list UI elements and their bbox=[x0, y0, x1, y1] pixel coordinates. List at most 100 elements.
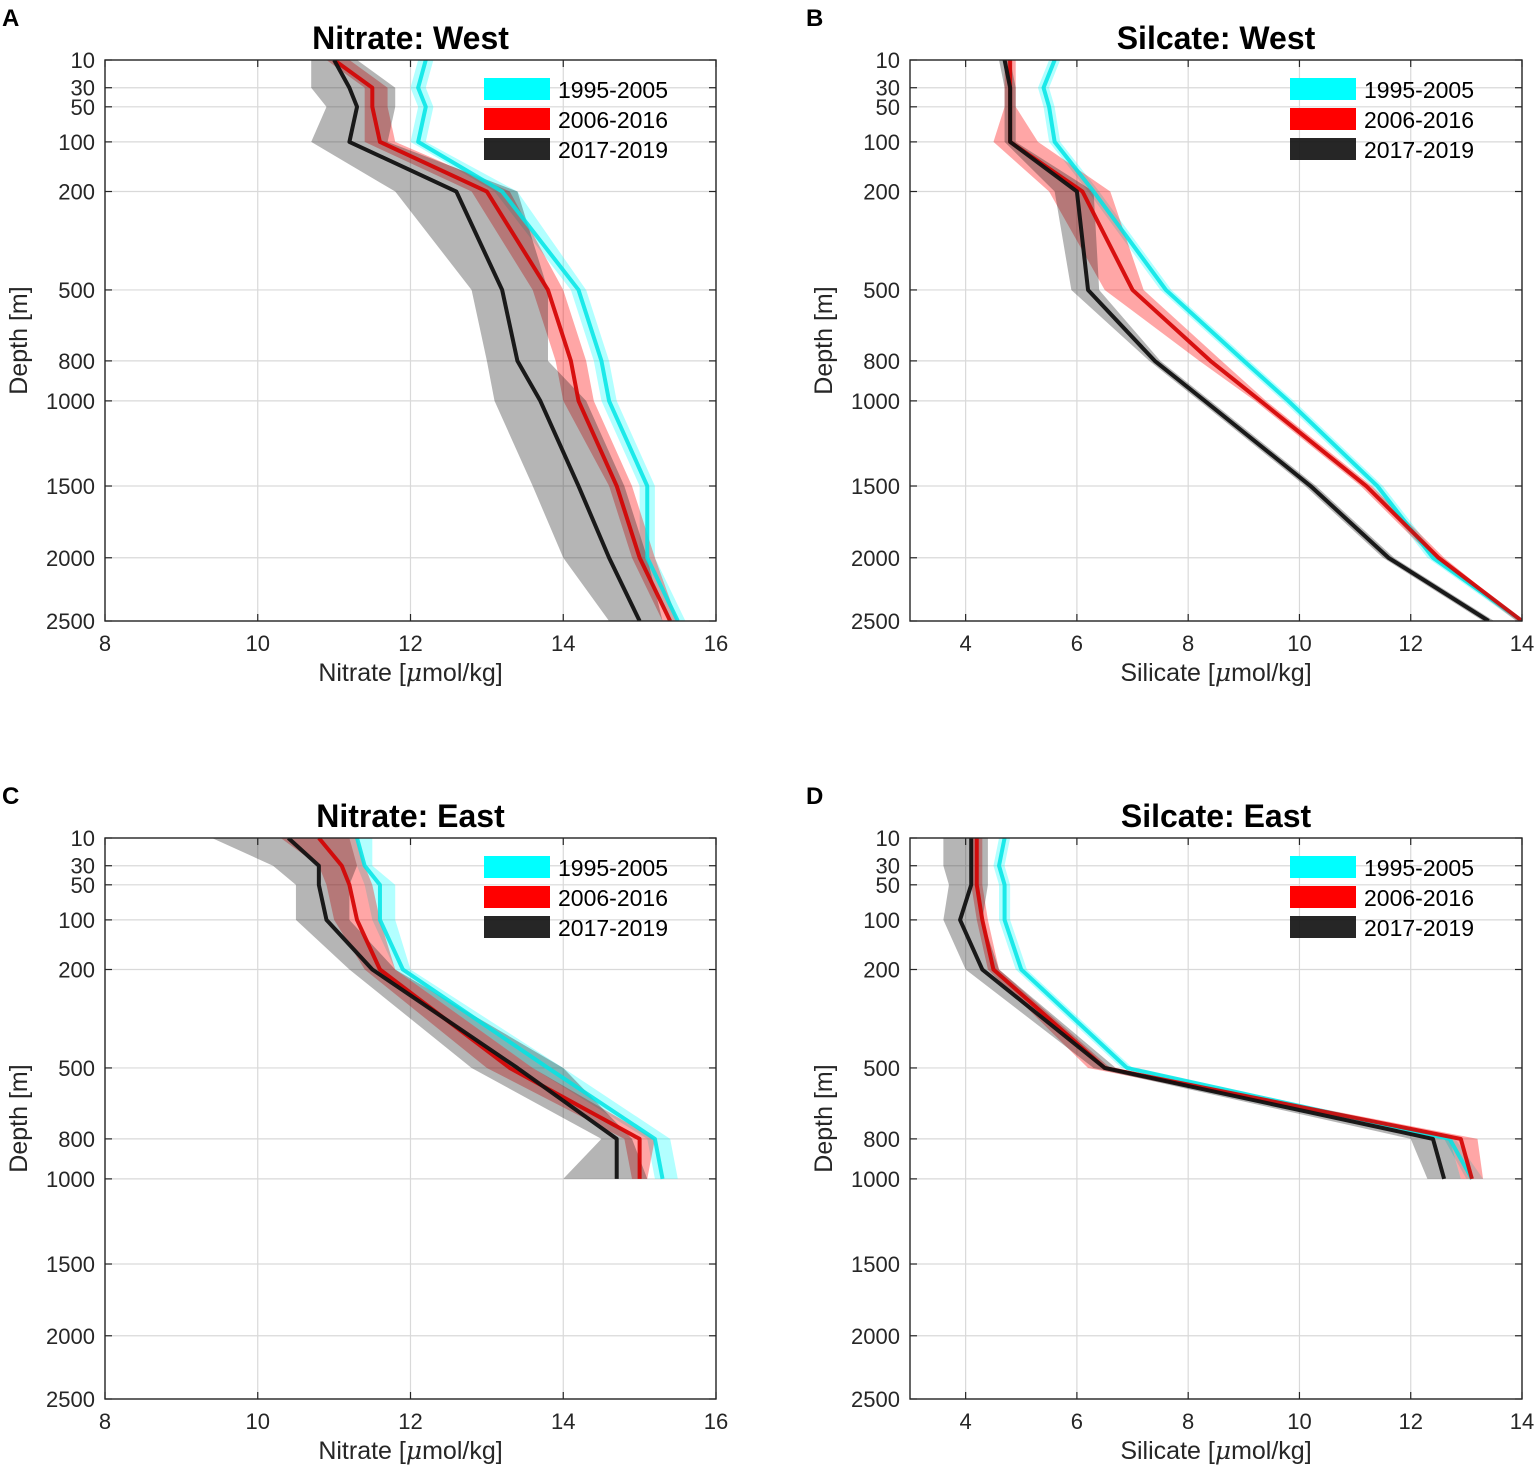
chart-title: Silcate: West bbox=[1117, 20, 1316, 56]
panel-letter: A bbox=[2, 5, 19, 32]
x-axis-label-unit: mol/kg] bbox=[1231, 659, 1312, 687]
x-axis-label: Nitrate [μmol/kg] bbox=[318, 1436, 502, 1465]
x-tick-label: 12 bbox=[1398, 1409, 1422, 1434]
y-tick-label: 50 bbox=[71, 95, 95, 120]
y-tick-label: 2500 bbox=[46, 609, 95, 634]
line-2006-2016 bbox=[317, 838, 642, 1179]
x-tick-label: 14 bbox=[551, 1409, 575, 1434]
y-tick-label: 1500 bbox=[46, 1252, 95, 1277]
x-axis-label-name: Nitrate [ bbox=[318, 1437, 406, 1465]
y-tick-label: 50 bbox=[876, 95, 900, 120]
x-tick-label: 12 bbox=[398, 1409, 422, 1434]
band-1995-2005 bbox=[349, 838, 678, 1179]
y-tick-label: 2500 bbox=[851, 1387, 900, 1412]
legend-swatch-2017-2019 bbox=[484, 916, 550, 938]
y-tick-label: 10 bbox=[71, 826, 95, 851]
line-2006-2016 bbox=[332, 60, 672, 621]
legend-swatch-2006-2016 bbox=[1290, 886, 1356, 908]
x-tick-label: 14 bbox=[1510, 631, 1534, 656]
y-tick-label: 1000 bbox=[46, 1167, 95, 1192]
x-tick-label: 4 bbox=[960, 631, 972, 656]
legend-swatch-1995-2005 bbox=[1290, 856, 1356, 878]
x-tick-label: 14 bbox=[1510, 1409, 1534, 1434]
plot-area bbox=[993, 60, 1522, 621]
y-tick-label: 30 bbox=[71, 854, 95, 879]
legend-swatch-2006-2016 bbox=[484, 108, 550, 130]
legend-label: 1995-2005 bbox=[1364, 855, 1474, 881]
legend-label: 2006-2016 bbox=[558, 885, 668, 911]
y-tick-label: 50 bbox=[876, 873, 900, 898]
x-axis-label: Silicate [μmol/kg] bbox=[1120, 658, 1311, 687]
legend-swatch-2006-2016 bbox=[484, 886, 550, 908]
line-2006-2016 bbox=[974, 838, 1474, 1180]
y-tick-label: 2000 bbox=[851, 1324, 900, 1349]
plot-area bbox=[311, 60, 686, 621]
line-2017-2019 bbox=[958, 838, 1447, 1180]
y-axis-label: Depth [m] bbox=[5, 286, 33, 394]
legend-label: 2017-2019 bbox=[1364, 137, 1474, 163]
legend-label: 2006-2016 bbox=[1364, 107, 1474, 133]
legend-label: 1995-2005 bbox=[1364, 77, 1474, 103]
y-tick-label: 10 bbox=[876, 48, 900, 73]
mu-symbol: μ bbox=[1215, 658, 1231, 687]
legend-label: 2017-2019 bbox=[1364, 915, 1474, 941]
x-axis-label-name: Silicate [ bbox=[1120, 659, 1215, 687]
line-1995-2005 bbox=[1041, 60, 1522, 621]
legend-swatch-2017-2019 bbox=[1290, 916, 1356, 938]
x-axis-label-name: Nitrate [ bbox=[318, 659, 406, 687]
x-tick-label: 6 bbox=[1071, 1409, 1083, 1434]
y-tick-label: 2000 bbox=[46, 1324, 95, 1349]
x-tick-label: 10 bbox=[1287, 631, 1311, 656]
band-2006-2016 bbox=[280, 838, 655, 1179]
y-tick-label: 500 bbox=[863, 278, 900, 303]
y-tick-label: 200 bbox=[863, 958, 900, 983]
y-tick-label: 1500 bbox=[851, 1252, 900, 1277]
y-tick-label: 100 bbox=[863, 130, 900, 155]
y-tick-label: 800 bbox=[58, 1127, 95, 1152]
x-tick-label: 10 bbox=[1287, 1409, 1311, 1434]
mu-symbol: μ bbox=[406, 1436, 422, 1465]
x-tick-label: 8 bbox=[99, 1409, 111, 1434]
y-tick-label: 1000 bbox=[46, 389, 95, 414]
chart-title: Nitrate: East bbox=[316, 798, 505, 834]
x-tick-label: 4 bbox=[960, 1409, 972, 1434]
y-tick-label: 2000 bbox=[46, 546, 95, 571]
plot-area bbox=[211, 838, 678, 1180]
x-tick-label: 12 bbox=[398, 631, 422, 656]
line-2017-2019 bbox=[332, 60, 642, 621]
x-tick-label: 8 bbox=[1182, 1409, 1194, 1434]
y-tick-label: 30 bbox=[71, 76, 95, 101]
x-axis-label: Nitrate [μmol/kg] bbox=[318, 658, 502, 687]
y-tick-label: 200 bbox=[58, 180, 95, 205]
legend-swatch-2017-2019 bbox=[1290, 138, 1356, 160]
x-tick-label: 6 bbox=[1071, 631, 1083, 656]
y-tick-label: 1000 bbox=[851, 1167, 900, 1192]
line-1995-2005 bbox=[355, 838, 665, 1180]
y-tick-label: 2500 bbox=[46, 1387, 95, 1412]
y-tick-label: 500 bbox=[58, 278, 95, 303]
y-tick-label: 1500 bbox=[851, 474, 900, 499]
y-tick-label: 100 bbox=[58, 130, 95, 155]
mu-symbol: μ bbox=[406, 658, 422, 687]
y-tick-label: 200 bbox=[863, 180, 900, 205]
x-tick-label: 16 bbox=[704, 1409, 728, 1434]
legend-label: 2006-2016 bbox=[558, 107, 668, 133]
legend-label: 1995-2005 bbox=[558, 855, 668, 881]
line-2017-2019 bbox=[286, 838, 619, 1179]
y-tick-label: 800 bbox=[863, 1127, 900, 1152]
mu-symbol: μ bbox=[1215, 1436, 1231, 1465]
panel-letter: C bbox=[2, 783, 19, 810]
legend-label: 2017-2019 bbox=[558, 915, 668, 941]
legend-label: 1995-2005 bbox=[558, 77, 668, 103]
y-tick-label: 50 bbox=[71, 873, 95, 898]
y-tick-label: 10 bbox=[876, 826, 900, 851]
chart-title: Silcate: East bbox=[1121, 798, 1312, 834]
line-1995-2005 bbox=[416, 60, 680, 621]
y-tick-label: 30 bbox=[876, 854, 900, 879]
x-tick-label: 16 bbox=[704, 631, 728, 656]
legend: 1995-2005 2006-2016 2017-2019 bbox=[1290, 855, 1474, 941]
axes-frame bbox=[909, 59, 1523, 622]
